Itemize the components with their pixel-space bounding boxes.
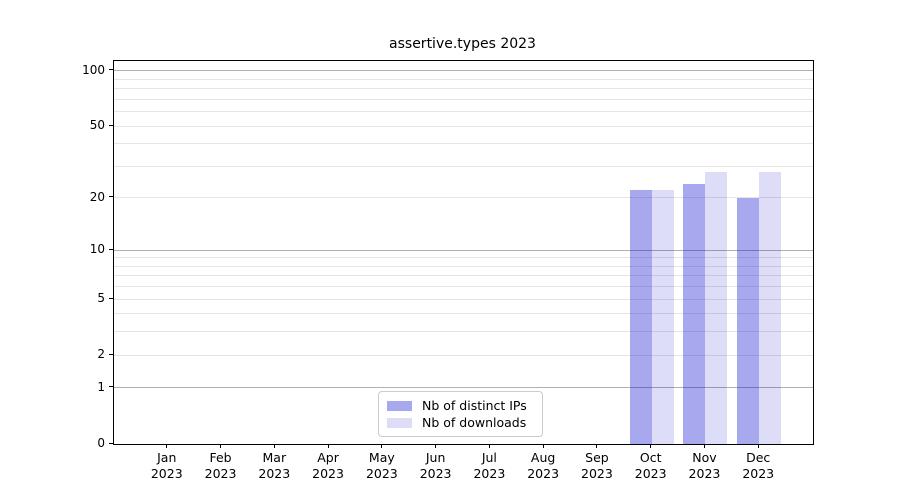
y-minor-gridline [114,197,813,199]
x-tick-mark [220,444,222,448]
legend-item: Nb of distinct IPs [387,399,542,412]
x-tick-label: Oct 2023 [634,450,667,481]
legend: Nb of distinct IPs Nb of downloads [378,391,543,437]
y-tick-label: 2 [97,347,105,362]
bar-downloads [759,171,782,444]
y-minor-gridline [114,265,813,267]
y-minor-gridline [114,88,813,90]
y-tick-mark [109,248,113,250]
y-tick-mark [109,386,113,388]
y-tick-label: 1 [97,379,105,394]
x-tick-mark [703,444,705,448]
y-tick-label: 50 [89,118,105,133]
x-tick-mark [757,444,759,448]
y-major-gridline [114,387,813,389]
y-minor-gridline [114,143,813,145]
x-tick-mark [435,444,437,448]
legend-swatch [387,417,412,428]
legend-label: Nb of downloads [422,415,527,430]
x-tick-mark [327,444,329,448]
y-minor-gridline [114,286,813,288]
x-tick-label: Feb 2023 [204,450,237,481]
y-minor-gridline [114,165,813,167]
x-tick-mark [542,444,544,448]
bar-distinct-ips [629,190,652,444]
y-minor-gridline [114,125,813,127]
x-tick-label: Nov 2023 [688,450,721,481]
chart-title: assertive.types 2023 [389,36,536,52]
x-tick-label: Aug 2023 [527,450,560,481]
y-tick-label: 5 [97,291,105,306]
y-minor-gridline [114,354,813,356]
x-tick-label: Apr 2023 [312,450,344,481]
y-minor-gridline [114,275,813,277]
x-tick-mark [273,444,275,448]
y-tick-mark [109,196,113,198]
bar-downloads [705,171,728,444]
y-tick-label: 20 [89,189,105,204]
y-major-gridline [114,249,813,251]
legend-label: Nb of distinct IPs [422,398,527,413]
y-minor-gridline [114,298,813,300]
y-major-gridline [114,70,813,72]
y-minor-gridline [114,257,813,259]
y-minor-gridline [114,111,813,113]
legend-item: Nb of downloads [387,416,542,429]
y-tick-mark [109,353,113,355]
legend-swatch [387,400,412,411]
y-minor-gridline [114,331,813,333]
x-tick-mark [381,444,383,448]
plot-area [113,60,814,445]
x-tick-label: Jan 2023 [150,450,183,481]
x-tick-label: May 2023 [365,450,398,481]
x-tick-mark [166,444,168,448]
x-tick-label: Mar 2023 [258,450,291,481]
y-tick-mark [109,297,113,299]
x-tick-mark [596,444,598,448]
bar-distinct-ips [683,183,706,444]
y-minor-gridline [114,98,813,100]
y-tick-label: 10 [89,242,105,257]
x-tick-label: Jun 2023 [419,450,452,481]
x-tick-label: Jul 2023 [473,450,506,481]
y-tick-label: 100 [82,62,105,77]
y-tick-label: 0 [97,436,105,450]
y-tick-mark [109,69,113,71]
y-minor-gridline [114,313,813,315]
bar-downloads [651,190,674,444]
y-minor-gridline [114,78,813,80]
bar-distinct-ips [737,197,760,444]
x-tick-mark [488,444,490,448]
y-tick-mark [109,124,113,126]
y-tick-mark [109,442,113,444]
x-tick-mark [650,444,652,448]
x-tick-label: Sep 2023 [581,450,613,481]
x-tick-label: Dec 2023 [742,450,775,481]
